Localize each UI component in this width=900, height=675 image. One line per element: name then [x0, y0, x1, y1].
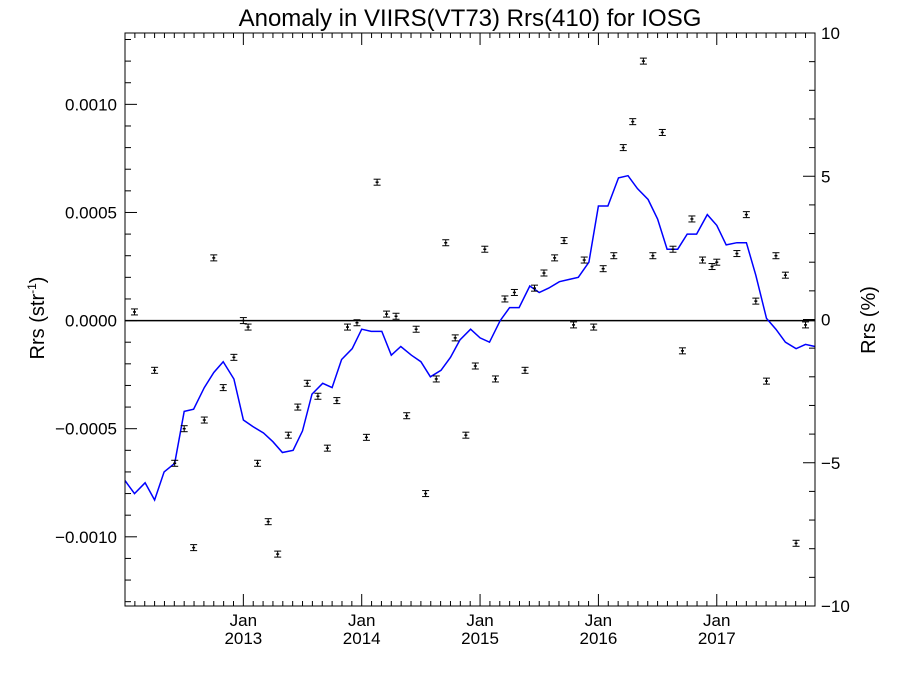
data-point [230, 353, 238, 361]
data-point [708, 263, 716, 271]
y2-tick-label: 5 [821, 167, 830, 186]
data-point [669, 245, 677, 253]
data-point [658, 128, 666, 136]
data-point [688, 215, 696, 223]
data-point [190, 544, 198, 552]
data-point [403, 412, 411, 420]
x-tick-label-year: 2017 [698, 629, 736, 648]
data-point [772, 252, 780, 260]
data-point [210, 254, 218, 262]
data-point [491, 375, 499, 383]
y2-tick-label: −10 [821, 597, 850, 616]
data-point [294, 403, 302, 411]
data-point [699, 256, 707, 264]
data-point [392, 312, 400, 320]
data-point [560, 237, 568, 245]
data-point [323, 444, 331, 452]
data-point [792, 539, 800, 547]
y-axis-label-close: ) [27, 277, 49, 284]
axes: −0.0010 −0.0005 0.0000 0.0005 0.0010 −10 −5 0 5 1… [55, 24, 850, 648]
data-point [442, 239, 450, 247]
y-axis-label-superscript: -1 [25, 283, 39, 294]
data-point [462, 431, 470, 439]
series-line [124, 174, 816, 502]
data-point [383, 310, 391, 318]
data-point [239, 317, 247, 325]
data-point [802, 321, 810, 329]
data-point [590, 323, 598, 331]
data-point [619, 144, 627, 152]
x-tick-label-year: 2015 [461, 629, 499, 648]
data-point [551, 254, 559, 262]
data-point [649, 252, 657, 260]
data-point [274, 550, 282, 558]
data-point [432, 375, 440, 383]
data-point [540, 269, 548, 277]
data-point [742, 211, 750, 219]
data-point [781, 271, 789, 279]
data-point [180, 425, 188, 433]
data-point [130, 308, 138, 316]
data-point [412, 325, 420, 333]
data-point [333, 397, 341, 405]
data-point [362, 433, 370, 441]
x-tick-label-month: Jan [585, 611, 612, 630]
data-point [639, 57, 647, 65]
data-point [521, 366, 529, 374]
data-point [599, 265, 607, 273]
data-point [422, 490, 430, 498]
x-tick-label-month: Jan [348, 611, 375, 630]
data-point [570, 321, 578, 329]
y-tick-label: 0.0000 [65, 312, 117, 331]
data-point [531, 284, 539, 292]
data-point [303, 379, 311, 387]
y-tick-label: −0.0010 [55, 528, 117, 547]
data-point [762, 377, 770, 385]
data-point [451, 334, 459, 342]
x-tick-label-month: Jan [466, 611, 493, 630]
data-point [264, 518, 272, 526]
data-point [580, 256, 588, 264]
y-tick-label: −0.0005 [55, 420, 117, 439]
data-point [254, 459, 262, 467]
plot-frame [124, 32, 816, 607]
y-axis-label: Rrs (str-1) [25, 277, 49, 360]
data-point [510, 288, 518, 296]
y-tick-label: 0.0005 [65, 203, 117, 222]
y-axis-label-main: Rrs (str [27, 294, 49, 360]
y2-tick-label: 10 [821, 24, 840, 43]
data-point [713, 258, 721, 266]
data-point [501, 295, 509, 303]
data-point [219, 384, 227, 392]
x-tick-label-year: 2013 [224, 629, 262, 648]
y-tick-label: 0.0010 [65, 95, 117, 114]
chart-title: Anomaly in VIIRS(VT73) Rrs(410) for IOSG [239, 5, 702, 32]
x-tick-label-year: 2014 [343, 629, 381, 648]
data-point [151, 366, 159, 374]
x-tick-label-year: 2016 [579, 629, 617, 648]
data-point [733, 250, 741, 258]
data-point [353, 319, 361, 327]
data-point [284, 431, 292, 439]
y2-axis-label: Rrs (%) [858, 286, 880, 354]
y2-tick-label: 0 [821, 311, 830, 330]
data-point [481, 245, 489, 253]
data-point [314, 392, 322, 400]
y2-tick-label: −5 [821, 454, 840, 473]
data-point [244, 323, 252, 331]
data-point [171, 459, 179, 467]
data-point [373, 178, 381, 186]
data-point [610, 252, 618, 260]
x-tick-label-month: Jan [230, 611, 257, 630]
data-point [200, 416, 208, 424]
data-point [471, 362, 479, 370]
x-tick-label-month: Jan [703, 611, 730, 630]
data-point [752, 297, 760, 305]
data-point [629, 118, 637, 126]
data-point [344, 323, 352, 331]
data-point [678, 347, 686, 355]
plot-area [124, 57, 816, 558]
